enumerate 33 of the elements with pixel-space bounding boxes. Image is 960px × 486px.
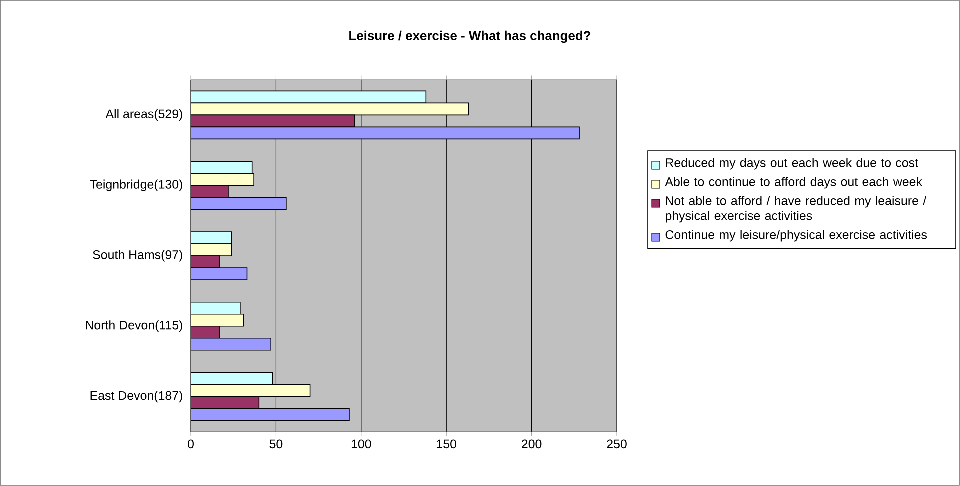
- x-tick-label: 250: [607, 440, 627, 449]
- bar: [191, 90, 427, 104]
- bar: [191, 396, 260, 410]
- bar: [191, 173, 254, 186]
- x-tick-label: 100: [352, 440, 372, 449]
- chart-title: Leisure / exercise - What has changed?: [350, 30, 591, 44]
- bar: [191, 126, 580, 140]
- bar: [191, 408, 350, 422]
- y-tick-label: East Devon(187): [90, 390, 182, 403]
- bar: [191, 161, 253, 174]
- y-tick-label: All areas(529): [106, 109, 182, 121]
- bar: [191, 244, 232, 256]
- bar: [191, 102, 470, 116]
- legend-label: Continue my leisure/physical exercise activities: [666, 230, 928, 242]
- bar: [191, 268, 248, 280]
- bar: [191, 114, 355, 128]
- legend-label: Reduced my days out each week due to cost: [666, 158, 918, 170]
- bar: [191, 232, 232, 244]
- legend-label: Able to continue to afford days out each week: [665, 177, 922, 189]
- x-tick-label: 50: [270, 440, 283, 449]
- bar: [191, 372, 274, 386]
- y-tick-label: North Devon(115): [86, 320, 182, 332]
- bar: [191, 338, 272, 351]
- x-tick-label: 0: [188, 440, 194, 449]
- y-tick-label: Teignbridge(130): [90, 180, 182, 192]
- x-tick-label: 200: [522, 440, 542, 449]
- bar: [191, 384, 311, 398]
- x-tick-label: 150: [437, 440, 457, 449]
- legend-label: Not able to afford / have reduced my leaisure / physical exercise activities: [666, 196, 927, 223]
- bar: [191, 302, 241, 315]
- bar: [191, 197, 287, 210]
- bar: [191, 314, 244, 327]
- y-tick-label: South Hams(97): [93, 250, 182, 262]
